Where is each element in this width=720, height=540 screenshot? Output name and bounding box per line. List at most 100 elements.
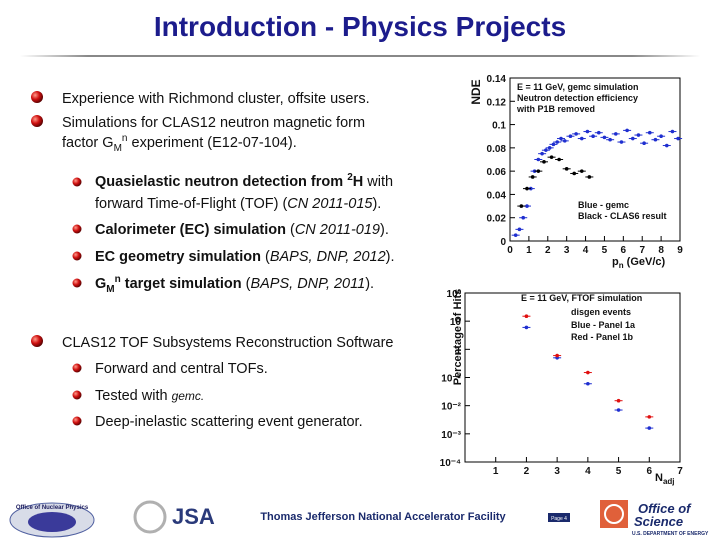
- data-point: [670, 129, 675, 134]
- text-part: Quasielastic neutron detection from: [95, 174, 347, 190]
- data-point: [564, 167, 569, 171]
- data-point: [647, 130, 652, 135]
- data-point: [676, 136, 680, 141]
- data-point: [653, 137, 658, 142]
- superscript: n: [115, 274, 121, 285]
- x-axis-label-part: (GeV/c): [624, 256, 666, 268]
- plot-frame: [464, 292, 681, 463]
- text-part: G: [95, 276, 106, 292]
- x-tick-label: 2: [524, 466, 530, 477]
- data-point: [544, 148, 548, 152]
- data-point: [647, 415, 652, 419]
- logo-text: Office of Nuclear Physics: [16, 505, 89, 511]
- y-tick-label: 10⁻⁴: [440, 458, 461, 469]
- annotation: Neutron detection efficiency: [517, 93, 638, 103]
- data-point: [551, 142, 556, 147]
- x-tick-label: 1: [493, 466, 499, 477]
- doe-seal-ring: [604, 504, 624, 524]
- text-part: (: [242, 276, 251, 292]
- text-part: ).: [365, 276, 374, 292]
- data-point: [568, 134, 573, 139]
- bullet-text: forward Time-of-Flight (TOF) (CN 2011-01…: [95, 196, 381, 212]
- x-tick-label: 0: [507, 245, 513, 256]
- annotation: E = 11 GeV, gemc simulation: [517, 82, 638, 92]
- x-axis-label-part: p: [612, 256, 619, 268]
- logo-text: JSA: [172, 504, 215, 529]
- y-tick-label: 0.12: [487, 97, 507, 108]
- data-point: [596, 130, 601, 135]
- text-part: (: [286, 222, 295, 238]
- text-part: ).: [380, 222, 389, 238]
- y-tick-label: 0.04: [487, 190, 507, 201]
- page-number: Page 4: [551, 516, 567, 522]
- data-point: [525, 204, 529, 208]
- text-part: ).: [372, 196, 381, 212]
- bullet-text: factor GMn experiment (E12-07-104).: [62, 133, 297, 154]
- x-tick-label: 7: [639, 245, 645, 256]
- x-tick-label: 3: [554, 466, 560, 477]
- text-part: with: [363, 174, 393, 190]
- bullet-icons: [31, 91, 82, 426]
- data-point: [642, 141, 646, 145]
- data-point: [559, 136, 563, 141]
- data-point: [530, 175, 535, 179]
- chart: 0 0.02 0.04 0.06 0.08 0.1 0.12 0.14 0 1 2 3 4 5 6 7 8 9 ND…: [469, 74, 683, 270]
- text-part: Calorimeter (EC) simulation: [95, 222, 286, 238]
- y-tick-label: 10⁻¹: [441, 374, 461, 385]
- data-point: [557, 157, 561, 162]
- y-axis-label: Percentage of Hits: [452, 289, 464, 386]
- nuclear-logo-core: [28, 512, 76, 532]
- data-point: [536, 157, 541, 162]
- data-point: [616, 398, 621, 403]
- x-tick-label: 6: [621, 245, 627, 256]
- bullet-text: Quasielastic neutron detection from 2H w…: [95, 172, 393, 190]
- text-part: gemc.: [172, 389, 205, 403]
- x-tick-label: 7: [677, 466, 683, 477]
- annotation: E = 11 GeV, FTOF simulation: [521, 293, 642, 303]
- text-part: H: [353, 174, 363, 190]
- data-point: [647, 426, 652, 430]
- y-tick-label: 0.1: [492, 121, 506, 132]
- text-part: target simulation: [121, 276, 242, 292]
- data-point: [562, 139, 567, 143]
- data-point: [542, 160, 546, 164]
- title-rule: [20, 55, 700, 57]
- y-tick-label: 0: [500, 237, 506, 248]
- y-axis-label: NDE: [469, 79, 483, 104]
- x-tick-label: 5: [616, 466, 622, 477]
- subscript: M: [106, 284, 114, 295]
- text-part: ).: [386, 249, 395, 265]
- x-tick-label: 4: [585, 466, 591, 477]
- data-point: [636, 133, 641, 137]
- data-point: [625, 128, 629, 133]
- logo-text: Science: [634, 514, 683, 529]
- jsa-logo-ring: [133, 500, 167, 534]
- slide-title: Introduction - Physics Projects: [154, 11, 566, 42]
- data-point: [630, 136, 635, 141]
- x-tick-label: 1: [526, 245, 532, 256]
- chart: 10⁻⁴ 10⁻³ 10⁻² 10⁻¹ 1 10 10² 1 2 3 4 5 6 7 Percentage …: [440, 289, 684, 486]
- plot-frame: [509, 77, 681, 242]
- logo-text: Office of: [638, 501, 692, 516]
- bullet-text: CLAS12 TOF Subsystems Reconstruction Sof…: [62, 335, 394, 351]
- bullet-text: EC geometry simulation (BAPS, DNP, 2012)…: [95, 249, 395, 265]
- data-point: [524, 325, 529, 330]
- text-part: forward Time-of-Flight (TOF) (: [95, 196, 287, 212]
- text-part: BAPS, DNP, 2012: [270, 249, 386, 265]
- y-tick-label: 0.02: [487, 214, 507, 225]
- data-point: [574, 132, 578, 136]
- data-point: [549, 155, 554, 159]
- x-axis-label-part: n: [619, 261, 624, 270]
- text-part: BAPS, DNP, 2011: [250, 276, 365, 292]
- text-part: CN 2011-019: [295, 222, 380, 238]
- x-axis-label-part: N: [655, 472, 663, 484]
- text-part: CN 2011-015: [287, 196, 373, 212]
- data-point: [517, 227, 522, 232]
- data-point: [579, 136, 584, 141]
- data-point: [585, 129, 590, 134]
- data-point: [536, 169, 541, 173]
- annotation: with P1B removed: [516, 104, 595, 114]
- x-tick-label: 6: [647, 466, 653, 477]
